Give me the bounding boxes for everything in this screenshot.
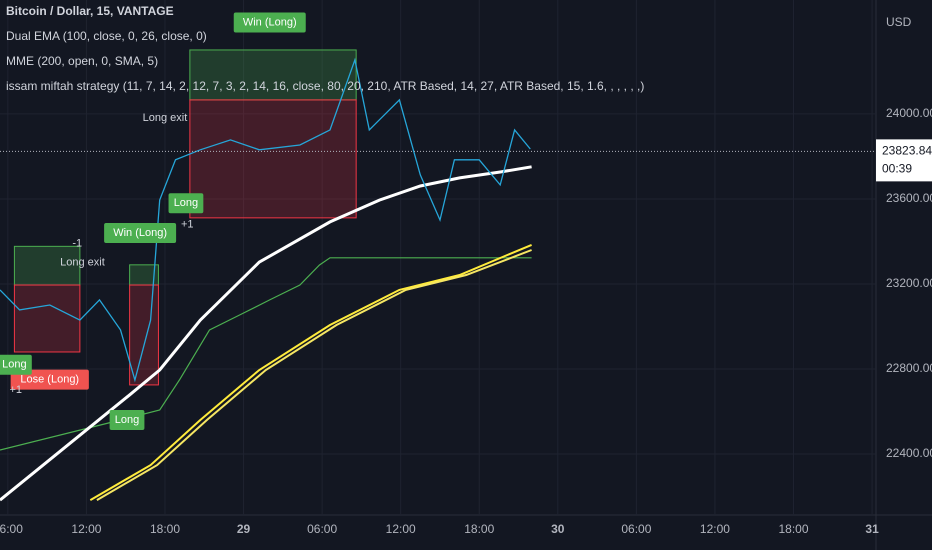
x-tick-label: 18:00 — [778, 522, 808, 536]
series-line — [0, 57, 531, 383]
loss-zone — [13, 284, 81, 353]
x-tick-label: 12:00 — [386, 522, 416, 536]
x-tick-label: 06:00 — [0, 522, 23, 536]
annotation: Long exit — [60, 257, 105, 269]
annotation: Long — [2, 359, 26, 371]
annotation: Long — [115, 414, 139, 426]
profit-zone — [189, 49, 357, 101]
annotation: Long — [174, 197, 198, 209]
x-tick-label: 31 — [865, 522, 879, 536]
y-tick-label: 23600.00 — [886, 191, 932, 205]
annotation-box — [104, 222, 177, 243]
legend-line: Dual EMA (100, close, 0, 26, close, 0) — [6, 29, 207, 43]
currency: USD — [886, 15, 912, 29]
series-line — [0, 257, 532, 451]
x-tick-label: 29 — [237, 522, 251, 536]
last-price-label: 23823.84 — [882, 144, 932, 158]
series-line — [0, 165, 532, 502]
annotation: -1 — [72, 237, 82, 249]
annotation: +1 — [181, 218, 194, 230]
x-tick-label: 12:00 — [700, 522, 730, 536]
x-tick-label: 18:00 — [150, 522, 180, 536]
plot: Win (Long) Win (Long) Lose (Long) Long Long L… — [0, 12, 532, 502]
series-line — [89, 243, 532, 501]
chart-title: Bitcoin / Dollar, 15, VANTAGE — [6, 4, 174, 18]
y-tick-label: 24000.00 — [886, 106, 932, 120]
x-tick-label: 30 — [551, 522, 565, 536]
annotation-box — [233, 12, 306, 33]
y-tick-label: 22400.00 — [886, 446, 932, 460]
x-tick-label: 06:00 — [307, 522, 337, 536]
annotation-box — [168, 193, 204, 214]
x-tick-label: 18:00 — [464, 522, 494, 536]
grid — [0, 0, 876, 515]
annotation: Lose (Long) — [20, 374, 79, 386]
x-tick-label: 06:00 — [621, 522, 651, 536]
annotation-box — [109, 409, 145, 430]
y-tick-label: 23200.00 — [886, 276, 932, 290]
x-tick-label: 12:00 — [71, 522, 101, 536]
legend-line: MME (200, open, 0, SMA, 5) — [6, 54, 158, 68]
last-price-box — [876, 139, 932, 182]
y-tick-label: 22800.00 — [886, 361, 932, 375]
series-line — [96, 249, 532, 501]
annotation-box — [0, 354, 32, 375]
loss-zone — [129, 284, 159, 386]
annotation: Win (Long) — [243, 16, 297, 28]
legend-line: issam miftah strategy (11, 7, 14, 2, 12,… — [6, 79, 644, 93]
annotation: +1 — [9, 384, 22, 396]
annotation: Win (Long) — [113, 227, 167, 239]
countdown: 00:39 — [882, 162, 912, 176]
loss-zone — [189, 99, 357, 219]
annotation: Long exit — [143, 112, 188, 124]
